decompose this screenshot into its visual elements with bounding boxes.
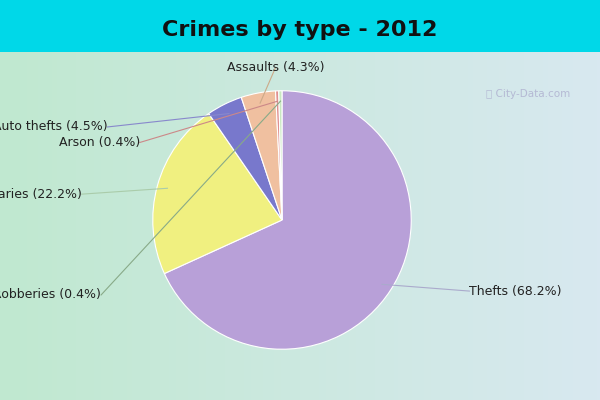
Text: Robberies (0.4%): Robberies (0.4%) (0, 288, 101, 302)
Wedge shape (241, 91, 282, 220)
Text: Assaults (4.3%): Assaults (4.3%) (227, 61, 324, 74)
Wedge shape (153, 114, 282, 274)
Wedge shape (279, 91, 282, 220)
Text: ⓘ City-Data.com: ⓘ City-Data.com (486, 89, 570, 99)
Wedge shape (164, 91, 411, 349)
Text: Auto thefts (4.5%): Auto thefts (4.5%) (0, 120, 107, 134)
Text: Arson (0.4%): Arson (0.4%) (59, 136, 140, 149)
Text: Crimes by type - 2012: Crimes by type - 2012 (163, 20, 437, 40)
Wedge shape (209, 97, 282, 220)
Text: Burglaries (22.2%): Burglaries (22.2%) (0, 188, 82, 201)
Wedge shape (275, 91, 282, 220)
Text: Thefts (68.2%): Thefts (68.2%) (469, 284, 562, 298)
